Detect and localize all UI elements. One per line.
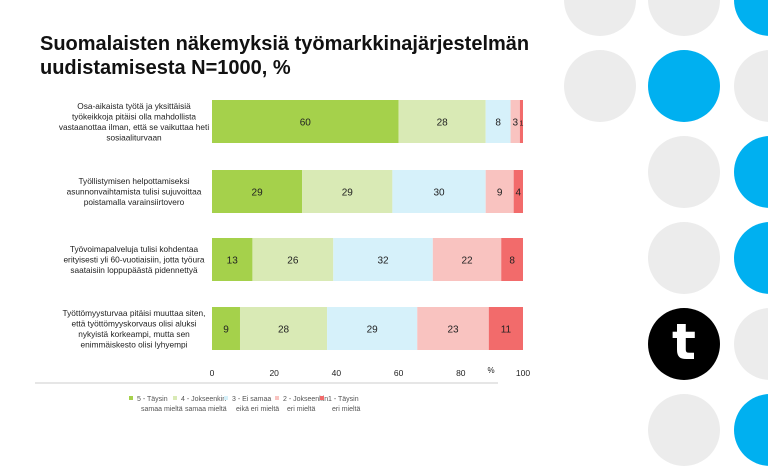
data-label: 30 bbox=[433, 188, 445, 199]
category-label: enimmäiskesto olisi lyhyempi bbox=[81, 339, 188, 349]
legend-label: 3 - Ei samaa bbox=[232, 396, 271, 403]
bar-segment bbox=[485, 100, 511, 143]
data-label: 32 bbox=[377, 256, 389, 267]
legend-label: eikä eri mieltä bbox=[236, 406, 279, 413]
data-label: 8 bbox=[495, 118, 501, 129]
bar-segment bbox=[485, 170, 514, 213]
legend-swatch bbox=[224, 396, 228, 400]
data-label: 60 bbox=[300, 118, 312, 129]
category-label: poistamalla varainsiirtovero bbox=[84, 197, 185, 207]
bar-segment bbox=[488, 307, 523, 350]
category-label: että työttömyyskorvaus olisi aluksi bbox=[72, 318, 197, 328]
legend-label: samaa mieltä bbox=[141, 406, 183, 413]
data-label: 29 bbox=[252, 188, 264, 199]
x-tick-label: 40 bbox=[332, 368, 342, 378]
data-label: 9 bbox=[497, 188, 503, 199]
data-label: 13 bbox=[227, 256, 239, 267]
chart-title: Suomalaisten näkemyksiä työmarkkinajärje… bbox=[40, 33, 530, 79]
bar-segment bbox=[327, 307, 418, 350]
decorative-circle bbox=[648, 136, 720, 208]
category-label: Osa-aikaista työtä ja yksittäisiä bbox=[77, 101, 191, 111]
category-label: Työvoimapalveluja tulisi kohdentaa bbox=[70, 244, 199, 254]
legend-swatch bbox=[320, 396, 324, 400]
bar-segment bbox=[212, 307, 240, 350]
bar-segment bbox=[432, 238, 502, 281]
decorative-circle bbox=[648, 222, 720, 294]
stacked-bar-chart: Osa-aikaista työtä ja yksittäisiätyökeik… bbox=[35, 100, 530, 413]
bar-segment bbox=[212, 238, 253, 281]
category-label: Työttömyysturvaa pitäisi muuttaa siten, bbox=[63, 308, 206, 318]
bar-segment bbox=[212, 170, 303, 213]
category-label: saataisiin loppupäästä pidennettyä bbox=[70, 265, 198, 275]
bar-segment bbox=[501, 238, 523, 281]
bar-segment bbox=[392, 170, 486, 213]
x-tick-label: 100 bbox=[516, 368, 530, 378]
legend-label: 5 - Täysin bbox=[137, 396, 168, 403]
decorative-circle bbox=[648, 394, 720, 466]
x-tick-label: 0 bbox=[210, 368, 215, 378]
bar-segment bbox=[519, 100, 523, 143]
category-label: erityisesti yli 60-vuotiaisiin, jotta ty… bbox=[63, 255, 204, 265]
bar-segment bbox=[417, 307, 489, 350]
data-label: 8 bbox=[509, 256, 515, 267]
decorative-circle bbox=[648, 50, 720, 122]
bar-segment bbox=[252, 238, 334, 281]
data-label: 28 bbox=[437, 118, 449, 129]
legend-label: samaa mieltä bbox=[185, 406, 227, 413]
data-label: 23 bbox=[447, 325, 459, 336]
category-label: nykyistä korkeampi, mutta sen bbox=[78, 329, 190, 339]
data-label: 11 bbox=[501, 325, 512, 336]
bar-segment bbox=[513, 170, 523, 213]
bar-segment bbox=[398, 100, 486, 143]
category-label: Työllistymisen helpottamiseksi bbox=[78, 176, 189, 186]
data-label: 29 bbox=[342, 188, 354, 199]
data-label: 29 bbox=[367, 325, 379, 336]
legend-label: eri mieltä bbox=[332, 406, 361, 413]
x-tick-label: 60 bbox=[394, 368, 404, 378]
bar-segment bbox=[510, 100, 520, 143]
category-label: asunnonvaihtamista tulisi sujuvoittaa bbox=[67, 187, 202, 197]
legend-swatch bbox=[173, 396, 177, 400]
bar-segment bbox=[333, 238, 433, 281]
brand-logo: t bbox=[648, 308, 720, 380]
x-tick-label: 80 bbox=[456, 368, 466, 378]
category-label: vastaanottaa ilman, että se vaikuttaa he… bbox=[59, 122, 210, 132]
data-label: 3 bbox=[512, 118, 518, 129]
data-label: 4 bbox=[516, 188, 522, 199]
legend-swatch bbox=[275, 396, 279, 400]
decorative-circle bbox=[564, 50, 636, 122]
category-label: työkeikkoja pitäisi olla mahdollista bbox=[72, 111, 196, 121]
category-label: sosiaaliturvaan bbox=[106, 132, 162, 142]
bar-segment bbox=[302, 170, 393, 213]
x-tick-label: 20 bbox=[269, 368, 279, 378]
legend-label: 1 - Täysin bbox=[328, 396, 359, 403]
data-label: 22 bbox=[461, 256, 473, 267]
data-label: 26 bbox=[287, 256, 299, 267]
bar-segment bbox=[239, 307, 328, 350]
bar-segment bbox=[212, 100, 399, 143]
data-label: 9 bbox=[223, 325, 229, 336]
legend-label: 4 - Jokseenkin bbox=[181, 396, 226, 403]
legend-label: 2 - Jokseenkin bbox=[283, 396, 328, 403]
data-label: 1 bbox=[519, 121, 523, 128]
legend-label: eri mieltä bbox=[287, 406, 316, 413]
x-axis-label: % bbox=[487, 366, 494, 375]
data-label: 28 bbox=[278, 325, 290, 336]
legend-swatch bbox=[129, 396, 133, 400]
